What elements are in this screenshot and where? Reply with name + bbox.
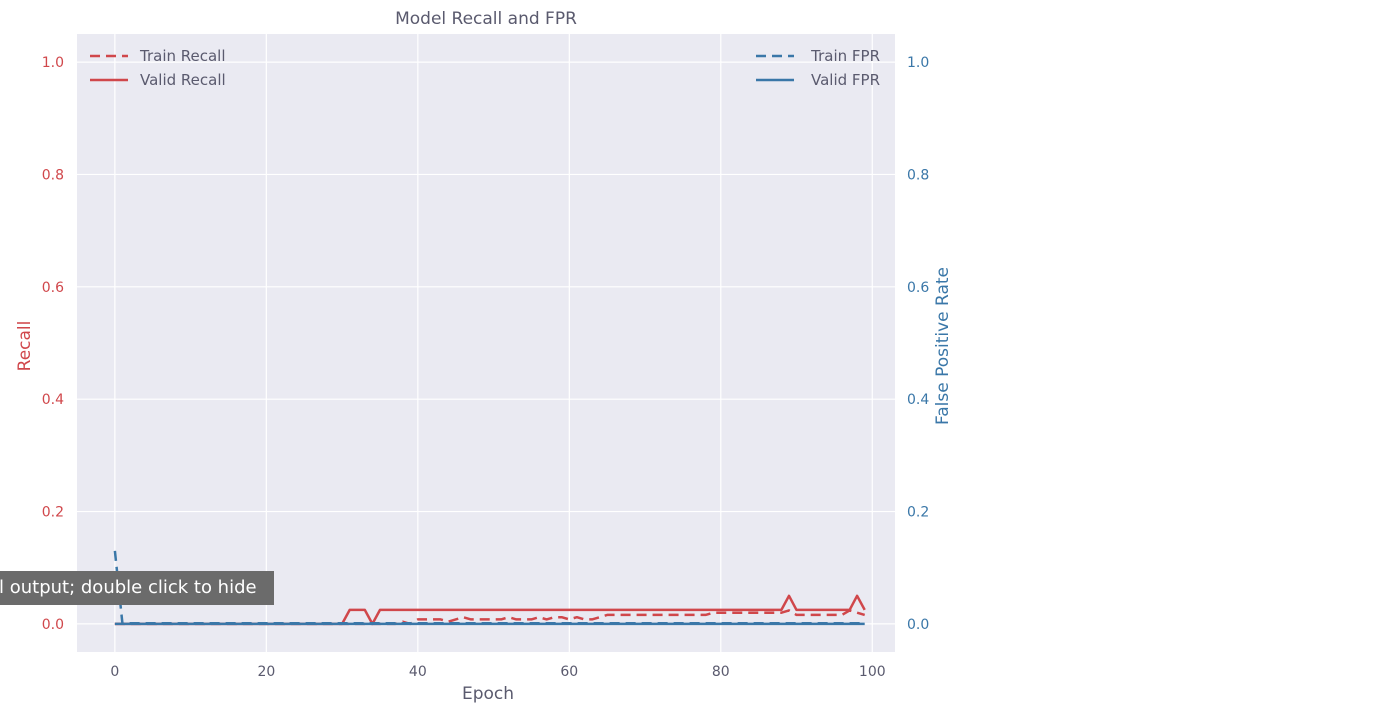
y-tick-label-left: 1.0 bbox=[42, 55, 64, 71]
legend-label-valid-fpr: Valid FPR bbox=[811, 71, 880, 89]
y-tick-label-right: 0.8 bbox=[907, 167, 929, 183]
legend-label-train-recall: Train Recall bbox=[139, 47, 226, 65]
tick-labels: 0 20 40 60 80 100 0.0 0.0 0.2 0.2 0.4 0.4 0.6 0.6 0.8 0… bbox=[42, 55, 930, 680]
y-tick-label-right: 0.6 bbox=[907, 280, 929, 296]
y-tick-label-left: 0.0 bbox=[42, 617, 64, 633]
legend-label-valid-recall: Valid Recall bbox=[140, 71, 226, 89]
chart-title: Model Recall and FPR bbox=[395, 9, 577, 29]
y-tick-label-right: 0.0 bbox=[907, 617, 929, 633]
y-tick-label-right: 0.2 bbox=[907, 505, 929, 521]
y-axis-label-left: Recall bbox=[15, 321, 35, 372]
x-axis-label: Epoch bbox=[462, 684, 514, 704]
x-tick-label: 0 bbox=[110, 664, 119, 680]
legend-label-train-fpr: Train FPR bbox=[810, 47, 880, 65]
y-tick-label-left: 0.8 bbox=[42, 167, 64, 183]
series-line-train-recall bbox=[114, 609, 866, 626]
plot-area bbox=[77, 34, 895, 652]
series-line-valid-recall bbox=[114, 594, 866, 626]
output-toggle-tooltip[interactable]: ll output; double click to hide bbox=[0, 571, 274, 605]
x-tick-label: 80 bbox=[712, 664, 730, 680]
y-tick-label-left: 0.6 bbox=[42, 280, 64, 296]
y-tick-label-left: 0.4 bbox=[42, 392, 64, 408]
y-tick-label-right: 0.4 bbox=[907, 392, 929, 408]
legend-right: Train FPR Valid FPR bbox=[756, 47, 880, 89]
x-tick-label: 20 bbox=[257, 664, 275, 680]
y-axis-label-right: False Positive Rate bbox=[933, 267, 953, 425]
x-tick-label: 60 bbox=[560, 664, 578, 680]
y-tick-label-left: 0.2 bbox=[42, 505, 64, 521]
y-tick-label-right: 1.0 bbox=[907, 55, 929, 71]
x-tick-label: 40 bbox=[409, 664, 427, 680]
legend-left: Train Recall Valid Recall bbox=[90, 47, 226, 89]
x-tick-label: 100 bbox=[859, 664, 886, 680]
